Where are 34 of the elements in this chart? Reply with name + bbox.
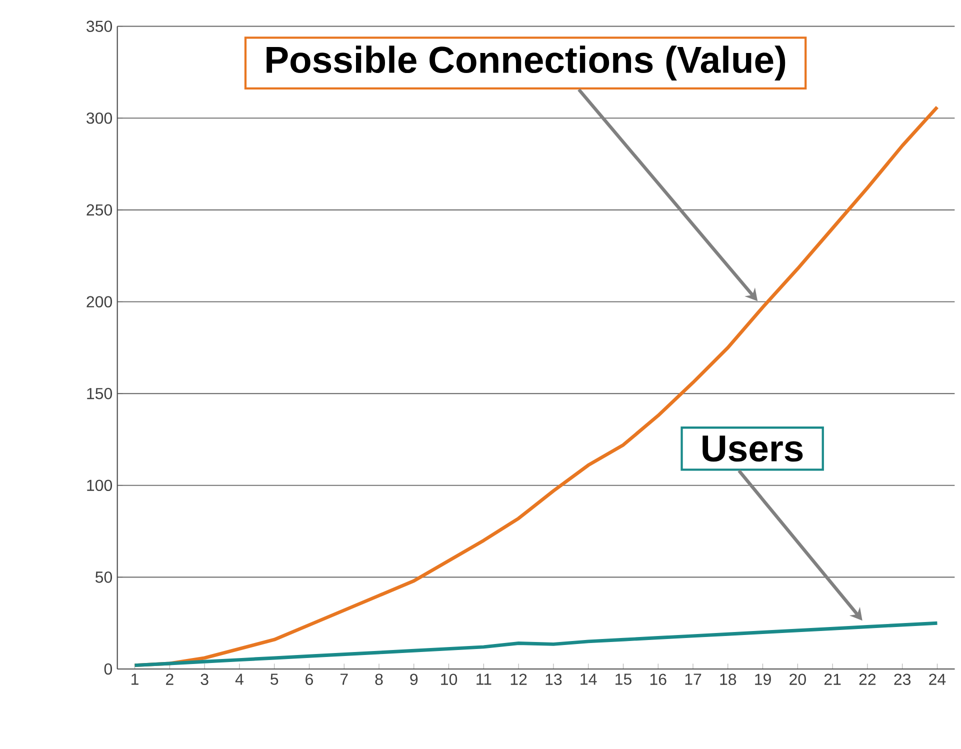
- y-tick-label: 200: [86, 296, 112, 308]
- x-tick-label: 19: [755, 674, 771, 686]
- x-tick-label: 21: [824, 674, 841, 685]
- x-tick-label: 1: [132, 674, 138, 685]
- y-tick-label: 300: [86, 112, 112, 124]
- y-tick-label: 100: [87, 480, 112, 492]
- x-tick-label: 9: [410, 674, 418, 686]
- x-tick-label: 4: [235, 674, 244, 685]
- x-tick-label: 17: [685, 674, 702, 685]
- x-tick-label: 11: [476, 674, 492, 685]
- text: Possible Connections (Value): [266, 46, 786, 80]
- text: Users: [702, 436, 803, 462]
- x-tick-label: 15: [616, 674, 632, 685]
- x-tick-label: 22: [859, 674, 876, 685]
- x-tick-label: 24: [929, 674, 946, 685]
- y-tick-label: 350: [86, 20, 112, 32]
- x-tick-label: 14: [580, 674, 597, 685]
- x-tick-label: 3: [200, 674, 208, 686]
- x-tick-label: 10: [441, 674, 458, 686]
- y-tick-label: 0: [104, 663, 112, 675]
- x-tick-label: 18: [720, 674, 736, 686]
- x-tick-label: 8: [375, 674, 383, 686]
- x-tick-label: 7: [340, 674, 348, 685]
- x-tick-label: 12: [510, 674, 527, 685]
- x-tick-label: 16: [650, 674, 666, 686]
- x-tick-label: 6: [306, 674, 313, 686]
- x-tick-label: 20: [790, 674, 806, 686]
- y-tick-label: 250: [86, 204, 112, 216]
- y-tick-label: 150: [87, 388, 112, 400]
- y-tick-label: 50: [95, 572, 112, 583]
- x-tick-label: 13: [546, 674, 562, 686]
- x-tick-label: 2: [166, 674, 174, 685]
- x-tick-label: 5: [270, 674, 278, 685]
- x-tick-label: 23: [894, 674, 911, 686]
